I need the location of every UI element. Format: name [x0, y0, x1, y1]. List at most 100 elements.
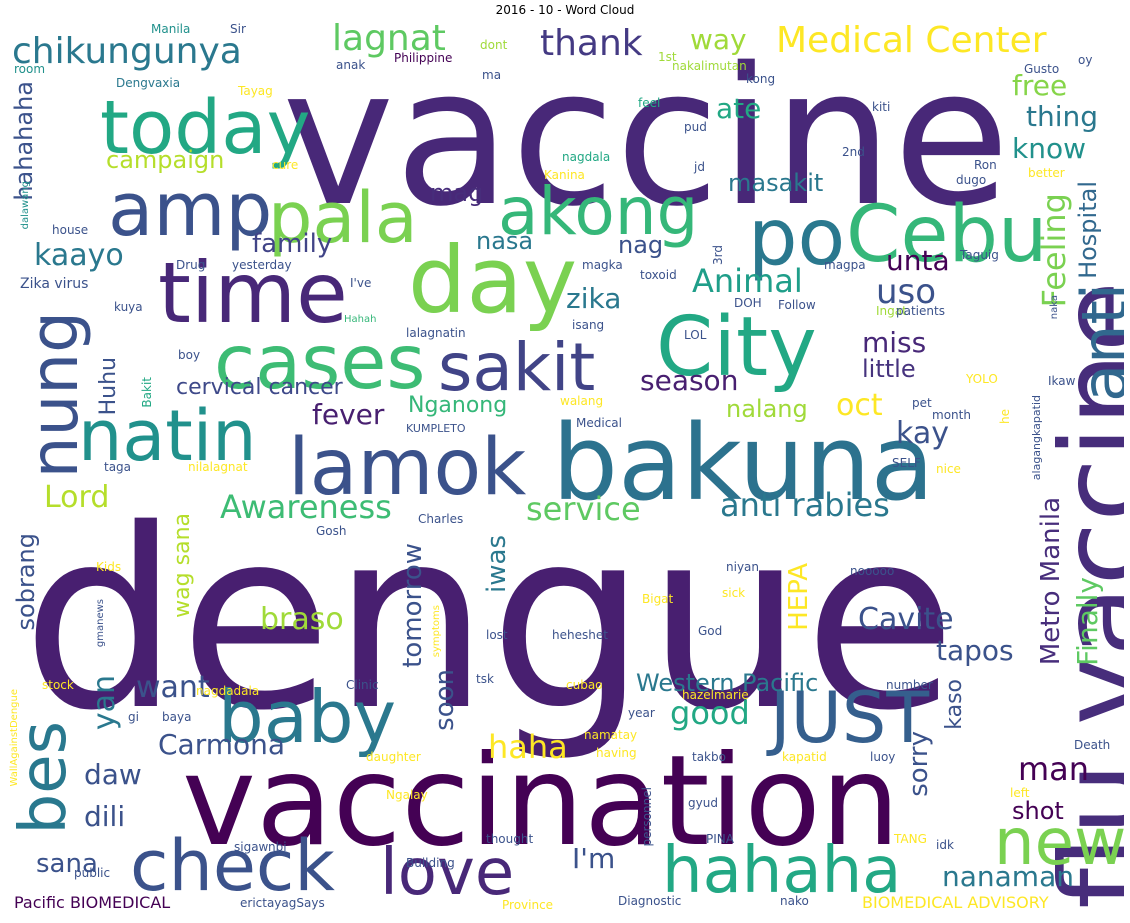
word: tomorrow [398, 543, 428, 668]
word: anti [1068, 283, 1124, 402]
word: City [656, 300, 817, 395]
word: check [130, 825, 335, 907]
word: year [628, 706, 655, 720]
word: Charles [418, 512, 464, 526]
word: love [380, 836, 515, 910]
word: WallAgainstDengue [9, 689, 20, 787]
word: yan [87, 675, 122, 731]
word: DOH [734, 296, 762, 310]
word: way [690, 23, 747, 56]
word: Drug [176, 258, 206, 272]
word: time [158, 244, 348, 342]
word: new [994, 806, 1124, 880]
word: iwas [482, 535, 512, 593]
word: Pacific BIOMEDICAL [14, 893, 171, 912]
word: hahaha [662, 834, 902, 908]
word: YOLO [966, 372, 998, 386]
word: sigaw [234, 840, 269, 854]
word: nice [936, 462, 961, 476]
word: Lord [44, 480, 110, 515]
word: natin [78, 395, 257, 477]
word: kaayo [34, 238, 124, 273]
word: Diagnostic [618, 894, 682, 908]
word: sobrang [12, 533, 40, 631]
word: little [862, 355, 916, 383]
word: good [670, 694, 750, 732]
word: sana [36, 849, 98, 879]
word: God [698, 624, 723, 638]
word: JUST [770, 677, 930, 759]
word: bes [7, 721, 81, 835]
word: isang [572, 318, 605, 332]
word: symptoms [431, 605, 442, 658]
word: nalang [726, 395, 808, 423]
word: niyan [726, 560, 759, 574]
word: dugo [956, 173, 987, 187]
word: dili [84, 800, 126, 833]
word: dont [480, 38, 508, 52]
word: Western Pacific [636, 669, 819, 697]
word: Awareness [220, 488, 392, 526]
word: LOL [684, 328, 707, 342]
word: oct [836, 388, 883, 423]
word: Medical [576, 416, 622, 430]
word: left [1010, 786, 1030, 800]
word: kuya [114, 300, 143, 314]
word: nagdadala [196, 684, 260, 698]
word: nasa [476, 227, 534, 255]
word: fever [312, 398, 385, 431]
word: nbi [268, 840, 287, 854]
word: Gusto [1024, 62, 1060, 76]
word: vaccine [282, 27, 1010, 248]
word: gi [128, 710, 139, 724]
word: nanaman [942, 860, 1074, 893]
word: thank [540, 23, 643, 64]
word: idk [936, 838, 954, 852]
word: nag [618, 231, 664, 259]
word: Feeling [1035, 193, 1073, 308]
word: Ron [974, 158, 997, 172]
word: boy [178, 348, 201, 362]
word: jd [694, 160, 705, 174]
word: nagdala [562, 150, 611, 164]
word: pala [268, 177, 418, 259]
word: tapos [936, 634, 1014, 667]
word: luoy [870, 750, 896, 764]
word: Manila [151, 22, 191, 36]
word: HEPA [784, 563, 814, 631]
word: Medical Center [776, 21, 1047, 61]
word: walang [560, 394, 604, 408]
word: pet [912, 396, 932, 410]
word: yesterday [232, 258, 292, 272]
word: 2nd [842, 145, 865, 159]
word: kapatid [782, 750, 827, 764]
word: number [886, 678, 933, 692]
word: haha [488, 728, 568, 766]
word: taga [104, 460, 132, 474]
word: public [74, 866, 111, 880]
word: hazelmarie [682, 688, 749, 702]
word: thing [1026, 100, 1099, 133]
word: bakuna [552, 402, 935, 524]
page-title: 2016 - 10 - Word Cloud [495, 3, 635, 17]
word: lost [486, 628, 508, 642]
word: Death [1074, 738, 1111, 752]
word: Huhu [96, 357, 121, 416]
word: alagangkapatid [1030, 395, 1043, 481]
word: chikungunya [12, 31, 242, 72]
word: service [526, 490, 641, 528]
word: lagnat [332, 21, 446, 59]
word: lamok [288, 423, 527, 513]
word: Taguig [960, 248, 999, 262]
word: dalawang [20, 181, 31, 230]
word: Ikaw [1048, 374, 1076, 388]
word: zika [566, 282, 622, 315]
word: miss [862, 326, 927, 359]
word: magka [582, 258, 623, 272]
word: know [1012, 132, 1086, 165]
word: wag sana [170, 513, 195, 618]
word: today [100, 85, 311, 171]
word: sorry [904, 731, 934, 797]
word: Nganong [408, 393, 508, 418]
word-cloud: dengue vaccine vaccination bakuna lamok … [6, 21, 1124, 917]
